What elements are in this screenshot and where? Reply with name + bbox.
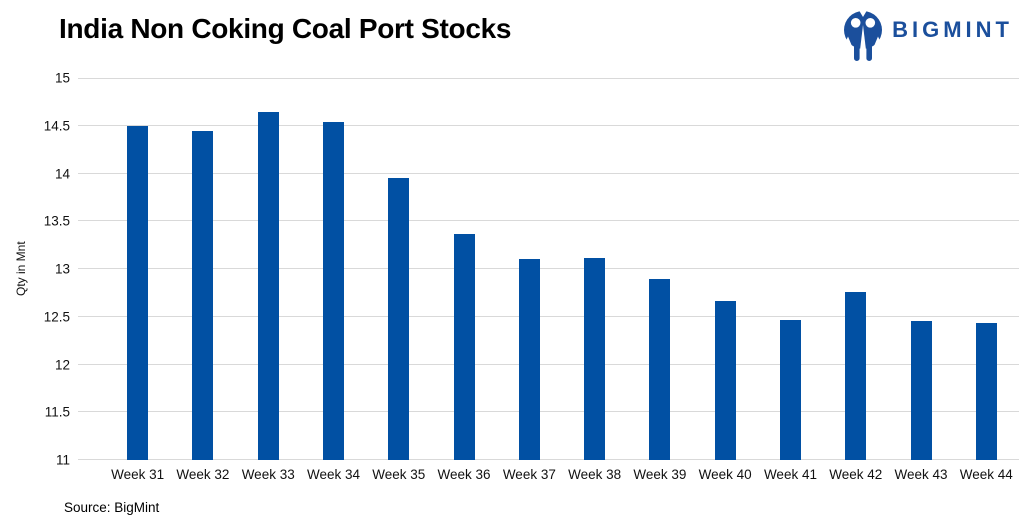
bar-column-12 — [823, 78, 888, 460]
plot-area — [78, 78, 1019, 460]
y-tick-label-13: 13 — [54, 261, 70, 277]
x-tick-label-week-40: Week 40 — [698, 467, 752, 482]
bar-week-35 — [388, 178, 410, 460]
gridline-12.5 — [78, 315, 1019, 317]
y-tick-label-12: 12 — [54, 357, 70, 372]
bar-week-36 — [453, 233, 475, 460]
x-tick-label-week-36: Week 36 — [437, 467, 491, 482]
bar-week-43 — [910, 320, 932, 460]
bar-week-39 — [649, 278, 671, 460]
bar-week-31 — [127, 125, 149, 460]
x-tick-label-week-41: Week 41 — [763, 467, 817, 482]
gridline-14 — [78, 172, 1019, 174]
gridline-13 — [78, 268, 1019, 269]
bar-column-4 — [301, 78, 366, 460]
x-tick-label-week-42: Week 42 — [829, 467, 883, 482]
bar-column-14 — [954, 78, 1019, 460]
gridline-14.5 — [78, 124, 1019, 126]
gridline-12 — [78, 363, 1019, 365]
x-tick-label-week-44: Week 44 — [959, 467, 1013, 482]
gridline-11 — [78, 459, 1019, 460]
bar-column-2 — [170, 78, 235, 460]
gridline-13.5 — [78, 220, 1019, 222]
x-tick-label-week-35: Week 35 — [372, 467, 426, 482]
bar-column-10 — [693, 78, 758, 460]
source-note: Source: BigMint — [64, 500, 160, 515]
y-tick-label-11.5: 11.5 — [44, 404, 70, 420]
bar-week-42 — [845, 291, 867, 460]
y-tick-label-13.5: 13.5 — [43, 213, 70, 229]
x-tick-label-week-31: Week 31 — [111, 467, 165, 482]
bar-column-11 — [758, 78, 823, 460]
x-tick-label-week-38: Week 38 — [568, 467, 622, 482]
bar-column-5 — [366, 78, 431, 460]
bars-container — [105, 78, 1019, 460]
bar-column-6 — [431, 78, 496, 460]
y-tick-label-12.5: 12.5 — [43, 309, 70, 325]
x-tick-label-week-33: Week 33 — [241, 467, 295, 482]
x-tick-label-week-43: Week 43 — [894, 467, 948, 482]
bar-week-33 — [257, 112, 279, 460]
bar-column-9 — [627, 78, 692, 460]
bar-column-3 — [236, 78, 301, 460]
bigmint-logo: BIGMINT — [843, 10, 1013, 63]
bigmint-logo-text: BIGMINT — [892, 17, 1013, 42]
chart-title: India Non Coking Coal Port Stocks — [59, 13, 512, 44]
bar-week-41 — [779, 319, 801, 460]
y-tick-label-15: 15 — [54, 70, 70, 86]
gridline-11.5 — [78, 411, 1019, 413]
gridline-15 — [78, 78, 1019, 79]
bar-week-32 — [192, 131, 214, 460]
x-tick-label-week-32: Week 32 — [176, 467, 230, 482]
bar-column-1 — [105, 78, 170, 460]
bigmint-logo-icon — [843, 10, 883, 63]
y-tick-label-14.5: 14.5 — [43, 118, 70, 134]
y-tick-label-11: 11 — [55, 452, 70, 468]
x-tick-label-week-37: Week 37 — [502, 467, 556, 482]
x-tick-label-week-34: Week 34 — [306, 467, 360, 482]
y-tick-label-14: 14 — [54, 166, 70, 181]
bar-week-44 — [975, 323, 997, 460]
bar-column-7 — [497, 78, 562, 460]
bar-week-38 — [584, 257, 606, 460]
x-axis-labels: Week 31 Week 32 Week 33 Week 34 Week 35 Week … — [105, 467, 1019, 487]
y-axis-ticks: 11 11.5 12 12.5 13 13.5 14 14.5 15 — [0, 71, 70, 468]
x-tick-label-week-39: Week 39 — [633, 467, 687, 482]
bar-column-8 — [562, 78, 627, 460]
bar-week-37 — [518, 259, 540, 460]
bar-column-13 — [888, 78, 953, 460]
bar-week-40 — [714, 300, 736, 460]
bar-week-34 — [322, 121, 344, 460]
